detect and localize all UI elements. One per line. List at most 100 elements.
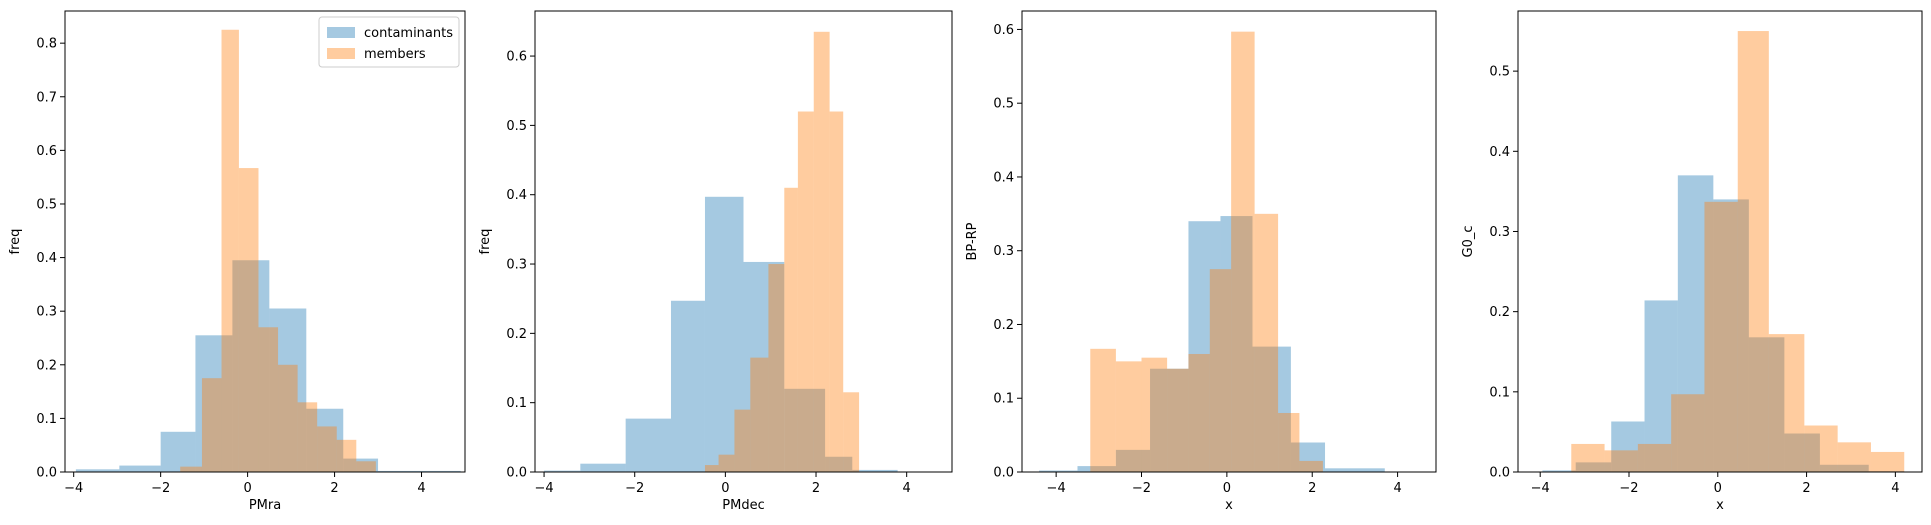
bar-contaminants-8 xyxy=(1819,464,1869,472)
y-axis-label: BP-RP xyxy=(965,222,980,260)
y-tick-label: 0.1 xyxy=(36,412,57,427)
y-tick-label: 0.6 xyxy=(36,144,57,159)
y-tick-label: 0.4 xyxy=(993,170,1014,185)
bar-contaminants-4 xyxy=(704,196,744,472)
bar-contaminants-2 xyxy=(1611,421,1645,472)
bar-contaminants-3 xyxy=(195,335,233,472)
bars xyxy=(1039,31,1385,472)
x-tick-label: 2 xyxy=(1308,481,1316,496)
bar-members-9 xyxy=(1299,460,1323,472)
bar-contaminants-6 xyxy=(1252,346,1291,472)
legend-label-members: members xyxy=(364,47,426,62)
bars xyxy=(75,29,461,472)
legend-label-contaminants: contaminants xyxy=(364,26,453,41)
bar-members-3 xyxy=(1167,368,1189,472)
x-tick-label: 4 xyxy=(1393,481,1401,496)
bar-contaminants-5 xyxy=(743,261,785,472)
bar-contaminants-6 xyxy=(784,388,826,472)
y-tick-label: 0.5 xyxy=(993,97,1014,112)
bar-members-5 xyxy=(1209,269,1232,472)
bar-members-7 xyxy=(813,31,830,472)
bar-members-6 xyxy=(1231,31,1255,472)
y-tick-label: 0.4 xyxy=(1489,145,1510,160)
axes-frame xyxy=(1517,10,1923,473)
axes-frame xyxy=(534,10,953,473)
y-tick-label: 0.3 xyxy=(36,305,57,320)
y-tick-label: 0.1 xyxy=(993,392,1014,407)
bar-contaminants-2 xyxy=(1115,449,1151,472)
x-axis-label: PMra xyxy=(249,498,281,513)
bar-members-2 xyxy=(1637,443,1672,472)
bar-contaminants-0 xyxy=(544,470,581,472)
bar-members-1 xyxy=(1604,450,1638,472)
y-tick-label: 0.0 xyxy=(1489,466,1510,481)
bar-contaminants-4 xyxy=(232,260,270,472)
bar-members-1 xyxy=(1115,361,1142,472)
bar-members-0 xyxy=(180,466,202,472)
x-tick-label: 4 xyxy=(417,481,425,496)
bar-members-1 xyxy=(718,454,735,472)
x-tick-label: −4 xyxy=(534,481,553,496)
bar-members-6 xyxy=(297,402,318,472)
y-tick-label: 0.5 xyxy=(1489,65,1510,80)
y-tick-label: 0.4 xyxy=(506,188,527,203)
bar-members-5 xyxy=(1737,31,1769,472)
x-tick-label: 2 xyxy=(1802,481,1810,496)
bar-contaminants-3 xyxy=(670,300,705,472)
axes-frame xyxy=(64,10,466,473)
chart-panel-2: −4 −2 0 2 4 0.0 0.1 0.2 0.3 0.4 0.5 0.6 PMdec freq xyxy=(478,10,953,513)
y-tick-label: 0.2 xyxy=(993,318,1014,333)
bar-members-2 xyxy=(1141,357,1168,472)
bar-contaminants-8 xyxy=(1325,468,1385,472)
legend-swatch-members xyxy=(327,48,355,59)
bar-contaminants-3 xyxy=(1150,368,1189,472)
x-tick-label: 0 xyxy=(1714,481,1722,496)
y-tick-label: 0.0 xyxy=(993,466,1014,481)
y-tick-label: 0.7 xyxy=(36,90,57,105)
bar-contaminants-5 xyxy=(269,308,307,472)
x-axis-label: x xyxy=(1225,498,1233,513)
y-tick-label: 0.6 xyxy=(993,23,1014,38)
bar-members-4 xyxy=(258,327,279,472)
x-tick-label: −2 xyxy=(151,481,170,496)
y-tick-label: 0.3 xyxy=(1489,225,1510,240)
y-tick-label: 0.6 xyxy=(506,50,527,65)
bar-contaminants-4 xyxy=(1188,221,1221,472)
y-tick-label: 0.3 xyxy=(993,244,1014,259)
bar-members-0 xyxy=(1090,348,1116,472)
bar-members-3 xyxy=(1671,394,1705,472)
bar-contaminants-0 xyxy=(1542,470,1576,472)
x-tick-label: 2 xyxy=(812,481,820,496)
x-tick-label: −4 xyxy=(1047,481,1066,496)
bar-contaminants-7 xyxy=(1290,442,1326,472)
y-tick-label: 0.8 xyxy=(36,37,57,52)
y-tick-label: 0.5 xyxy=(36,197,57,212)
bar-contaminants-1 xyxy=(119,465,161,472)
chart-panel-4: −4 −2 0 2 4 0.0 0.1 0.2 0.3 0.4 0.5 x G0_c xyxy=(1461,10,1923,513)
y-tick-label: 0.4 xyxy=(36,251,57,266)
bar-contaminants-6 xyxy=(306,408,344,472)
bar-contaminants-6 xyxy=(1748,337,1785,472)
x-tick-label: 2 xyxy=(330,481,338,496)
legend-box xyxy=(318,16,460,68)
bar-contaminants-1 xyxy=(1575,462,1612,472)
bar-members-9 xyxy=(843,392,860,472)
x-tick-label: −4 xyxy=(1531,481,1550,496)
bar-members-4 xyxy=(768,264,785,472)
bar-members-9 xyxy=(356,461,376,472)
bar-members-6 xyxy=(1768,334,1805,472)
y-tick-label: 0.2 xyxy=(1489,305,1510,320)
bar-contaminants-5 xyxy=(1713,199,1749,472)
y-axis-label: freq xyxy=(478,229,493,255)
y-tick-label: 0.3 xyxy=(506,258,527,273)
x-tick-label: 0 xyxy=(721,481,729,496)
axes-frame xyxy=(1021,10,1437,473)
x-tick-label: 0 xyxy=(1223,481,1231,496)
bar-members-9 xyxy=(1870,451,1905,472)
bars xyxy=(544,31,898,472)
legend: contaminants members xyxy=(318,16,460,68)
bar-contaminants-1 xyxy=(580,463,626,472)
bar-members-2 xyxy=(734,409,751,472)
legend-swatch-contaminants xyxy=(327,27,355,38)
